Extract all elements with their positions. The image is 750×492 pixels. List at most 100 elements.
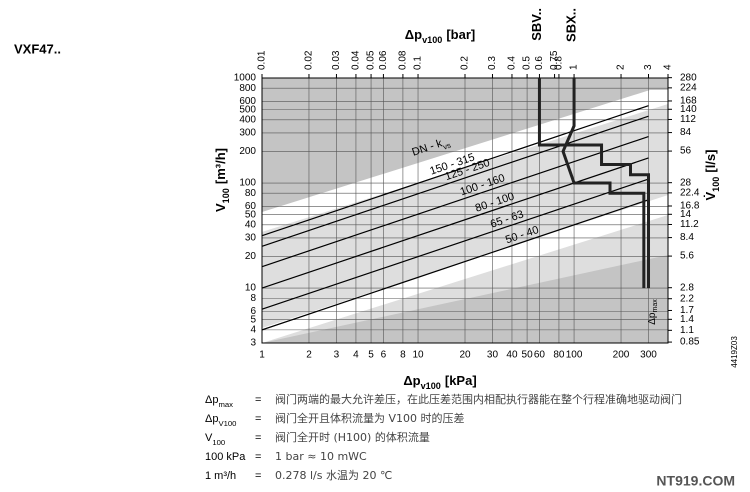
series-line (261, 115, 649, 247)
x2-tick-label: 0.02 (304, 50, 315, 70)
row-symbol: V100 (205, 432, 225, 447)
series-line (261, 105, 649, 237)
x-tick-label: 50 (522, 350, 534, 361)
row-text: 阀门全开且体积流量为 V100 时的压差 (275, 411, 465, 425)
limit-curve (561, 78, 646, 289)
label-sub: 100 (711, 177, 721, 192)
y2-tick-label: 2.2 (680, 293, 694, 304)
x2-tick-label: 0.3 (487, 56, 498, 70)
row-symbol: ΔpV100 (205, 413, 236, 428)
y-tick-label: 1000 (234, 73, 257, 84)
x2-tick-label: 0.05 (366, 50, 377, 70)
label-main: Δp (647, 312, 658, 325)
y2-tick-label: 16.8 (680, 201, 700, 212)
label-sub: vs (442, 140, 452, 151)
plot-frame (261, 77, 669, 344)
symbol-sub: V100 (218, 419, 236, 428)
y2-tick-label: 0.85 (680, 337, 700, 348)
x2-tick-label: 0.6 (534, 56, 545, 70)
y-tick-label: 6 (250, 306, 256, 317)
x-tick-label: 100 (566, 350, 583, 361)
limit-label: SBX.. (563, 8, 578, 42)
y2-tick-label: 22.4 (680, 188, 700, 199)
symbol-main: V (205, 432, 213, 444)
x-tick-label: 60 (534, 350, 546, 361)
row-symbol: 100 kPa (205, 451, 246, 463)
y-tick-label: 400 (239, 114, 256, 125)
x2-tick-label: 0.5 (522, 56, 533, 70)
y2-tick-label: 56 (680, 146, 692, 157)
code: 4419Z03 (730, 336, 739, 368)
x-tick-label: 30 (487, 350, 499, 361)
y2-tick-label: 28 (680, 177, 692, 188)
x-tick-label: 2 (306, 350, 312, 361)
row-eq: = (255, 451, 261, 463)
y2-tick-label: 1.7 (680, 305, 694, 316)
x-tick-label: 1 (259, 350, 265, 361)
x-tick-label: 5 (368, 350, 374, 361)
y-tick-label: 100 (239, 178, 256, 189)
y2-tick-label: 224 (680, 82, 697, 93)
y-axis-title: V100 [m³/h] (213, 148, 231, 212)
y2-tick-label: 11.2 (680, 219, 699, 230)
y-tick-label: 80 (245, 188, 257, 199)
x-axis-title: Δpv100 [kPa] (403, 373, 476, 391)
x2-tick-label: 0.2 (460, 56, 471, 70)
label-unit: [bar] (446, 27, 475, 42)
x-tick-label: 4 (353, 350, 359, 361)
symbol-main: 100 kPa (205, 451, 246, 463)
watermark: NT919.COM (656, 473, 735, 489)
row-symbol: 1 m³/h (205, 470, 236, 482)
label-main: V (213, 203, 228, 212)
symbol-main: 1 m³/h (205, 470, 236, 482)
x2-tick-label: 3 (643, 64, 654, 70)
row-eq: = (255, 394, 261, 406)
x-tick-label: 200 (613, 350, 630, 361)
row-text: 阀门全开时 (H100) 的体积流量 (275, 430, 430, 444)
x-tick-label: 40 (506, 350, 518, 361)
y2-tick-label: 112 (680, 114, 696, 125)
row-text: 0.278 l/s 水温为 20 ℃ (275, 469, 392, 482)
x-tick-label: 6 (381, 350, 387, 361)
x2-tick-label: 0.75 (549, 50, 560, 70)
y-tick-label: 3 (250, 338, 256, 349)
y-tick-label: 500 (239, 104, 256, 115)
label-sub: v100 (422, 35, 442, 45)
y2-tick-label: 1.1 (680, 325, 694, 336)
y2-tick-label: 280 (680, 72, 697, 83)
y-tick-label: 600 (239, 96, 256, 107)
series-line (261, 135, 649, 268)
y-tick-label: 30 (245, 233, 257, 244)
y2-tick-label: 2.8 (680, 282, 694, 293)
x2-axis-title: Δpv100 [bar] (405, 27, 475, 45)
x2-tick-label: 0.04 (351, 50, 362, 70)
y2-tick-label: 5.6 (680, 251, 694, 262)
x-tick-label: 10 (412, 350, 424, 361)
series-line (261, 178, 649, 310)
y2-tick-label: 8.4 (680, 232, 694, 243)
y-tick-label: 200 (239, 146, 256, 157)
series-line (261, 157, 649, 289)
x2-tick-label: 4 (663, 64, 674, 70)
symbol-sub: max (218, 400, 233, 409)
y-tick-label: 5 (250, 314, 256, 325)
x-tick-label: 3 (334, 350, 340, 361)
label-unit: [m³/h] (213, 148, 228, 184)
x2-tick-label: 1 (569, 64, 580, 70)
x2-tick-label: 0.4 (507, 56, 518, 70)
y2-tick-label: 1.4 (680, 314, 694, 325)
x2-tick-label: 0.06 (378, 50, 389, 70)
row-text: 1 bar ≈ 10 mWC (275, 450, 367, 463)
doc-title: VXF47.. (14, 41, 61, 56)
y-tick-label: 10 (245, 283, 257, 294)
x-tick-label: 300 (640, 350, 657, 361)
x2-tick-label: 2 (616, 64, 627, 70)
x-tick-label: 20 (459, 350, 471, 361)
limit-curve (537, 78, 651, 289)
y2-axis-title: V̇100 [l/s] (703, 150, 721, 201)
x2-tick-label: 0.8 (554, 56, 565, 70)
y-tick-label: 40 (245, 219, 257, 230)
x2-tick-label: 0.1 (413, 56, 424, 70)
limit-label: SBV.. (529, 8, 544, 41)
